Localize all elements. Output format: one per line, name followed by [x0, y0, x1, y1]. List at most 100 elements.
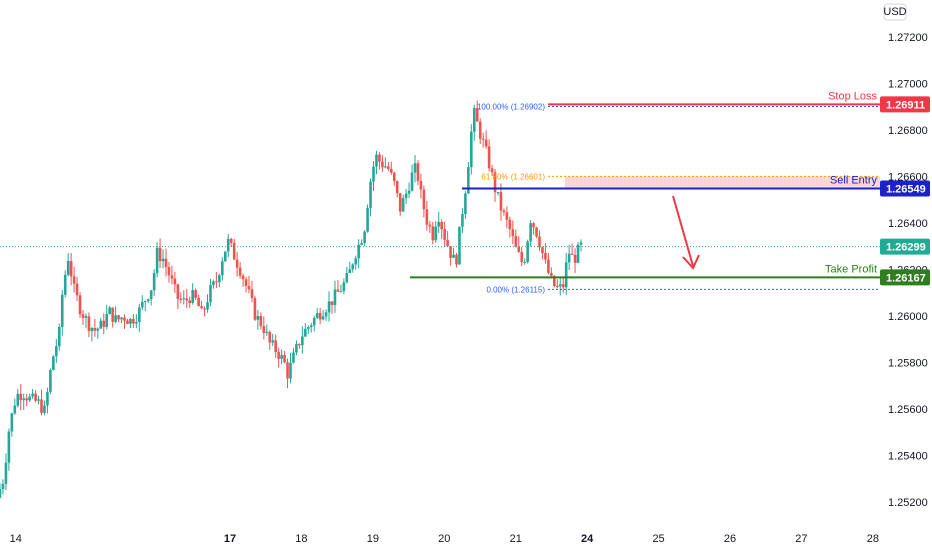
candle-body: [72, 276, 76, 284]
y-tick-label: 1.26800: [888, 125, 928, 137]
y-tick-label: 1.26400: [888, 218, 928, 230]
candle-body: [387, 166, 390, 169]
candle-body: [392, 172, 396, 182]
x-tick-label: 24: [581, 533, 594, 545]
candle-body: [363, 231, 366, 243]
candle-body: [345, 273, 349, 283]
candle-body: [431, 226, 435, 241]
candle-body: [342, 282, 346, 292]
candle-body: [464, 193, 467, 215]
candle-body: [93, 327, 97, 331]
candle-body: [375, 154, 378, 167]
candle-body: [149, 290, 153, 300]
candle-body: [369, 181, 372, 208]
candle-body: [90, 327, 94, 332]
x-tick-label: 26: [724, 533, 736, 545]
candle-body: [218, 275, 221, 283]
price-tag-label: 1.26549: [886, 184, 926, 196]
y-tick-label: 1.27000: [888, 79, 928, 91]
candle-body: [372, 166, 375, 182]
level-name-label: Stop Loss: [828, 90, 877, 102]
candle-body: [256, 315, 260, 320]
candle-body: [87, 316, 91, 332]
candle-body: [378, 154, 381, 162]
candle-body: [541, 247, 544, 254]
candle-body: [143, 301, 147, 303]
candle-body: [238, 267, 242, 276]
candle-body: [526, 241, 529, 262]
x-tick-label: 20: [438, 533, 450, 545]
price-tag-label: 1.26167: [886, 272, 926, 284]
candle-body: [34, 393, 37, 401]
candle-body: [381, 161, 384, 168]
candle-body: [280, 355, 283, 359]
candle-body: [348, 269, 352, 274]
candle-body: [547, 259, 550, 273]
candle-body: [298, 343, 301, 346]
candle-body: [4, 462, 8, 484]
candle-body: [529, 223, 532, 242]
currency-badge: [883, 3, 907, 21]
candle-body: [55, 346, 58, 357]
candle-body: [16, 393, 20, 406]
candle-body: [532, 223, 535, 228]
candle-body: [502, 210, 506, 213]
fib-level-label: 61.80% (1.26601): [481, 172, 545, 181]
candle-body: [232, 242, 236, 260]
candle-body: [223, 251, 227, 262]
candle-body: [164, 258, 168, 268]
fib-zone: [565, 176, 880, 189]
candle-body: [478, 121, 482, 139]
candle-body: [188, 300, 192, 304]
candle-body: [229, 238, 233, 243]
candle-body: [253, 298, 257, 320]
candle-body: [413, 163, 417, 173]
candle-body: [407, 190, 411, 194]
price-tag-label: 1.26911: [886, 99, 925, 111]
candle-body: [158, 247, 162, 262]
candle-body: [514, 236, 518, 247]
candle-body: [573, 254, 577, 263]
candle-body: [467, 167, 470, 194]
candle-body: [226, 238, 230, 252]
candle-body: [78, 295, 82, 315]
candle-body: [487, 146, 491, 169]
candle-body: [221, 261, 224, 276]
candle-body: [315, 313, 319, 318]
candle-body: [327, 301, 331, 313]
candle-body: [561, 284, 565, 288]
candle-body: [570, 253, 574, 255]
y-tick-label: 1.27200: [888, 32, 928, 44]
candle-body: [60, 294, 64, 327]
candle-body: [446, 239, 449, 247]
candle-body: [324, 312, 328, 317]
candle-body: [241, 275, 245, 280]
candle-body: [398, 193, 402, 212]
candle-body: [191, 290, 194, 304]
candle-body: [200, 306, 203, 309]
candle-body: [212, 281, 215, 286]
fib-level-label: 0.00% (1.26115): [486, 285, 545, 294]
candle-body: [312, 317, 316, 326]
candle-body: [126, 320, 129, 324]
y-tick-label: 1.25800: [888, 358, 928, 370]
candle-body: [66, 261, 70, 275]
candle-body: [301, 336, 304, 346]
candle-body: [472, 107, 476, 132]
candle-body: [550, 272, 553, 276]
candle-body: [117, 315, 120, 320]
candle-body: [306, 327, 310, 329]
x-tick-label: 17: [224, 533, 236, 545]
candle-body: [475, 107, 479, 122]
candle-body: [283, 355, 286, 363]
candle-body: [357, 244, 360, 259]
candle-body: [295, 343, 298, 353]
candle-body: [22, 398, 26, 401]
candle-body: [419, 181, 423, 190]
candles-group: [0, 100, 583, 499]
candle-body: [40, 399, 43, 413]
candle-body: [247, 285, 251, 290]
candle-body: [170, 275, 174, 279]
candle-body: [57, 326, 61, 347]
